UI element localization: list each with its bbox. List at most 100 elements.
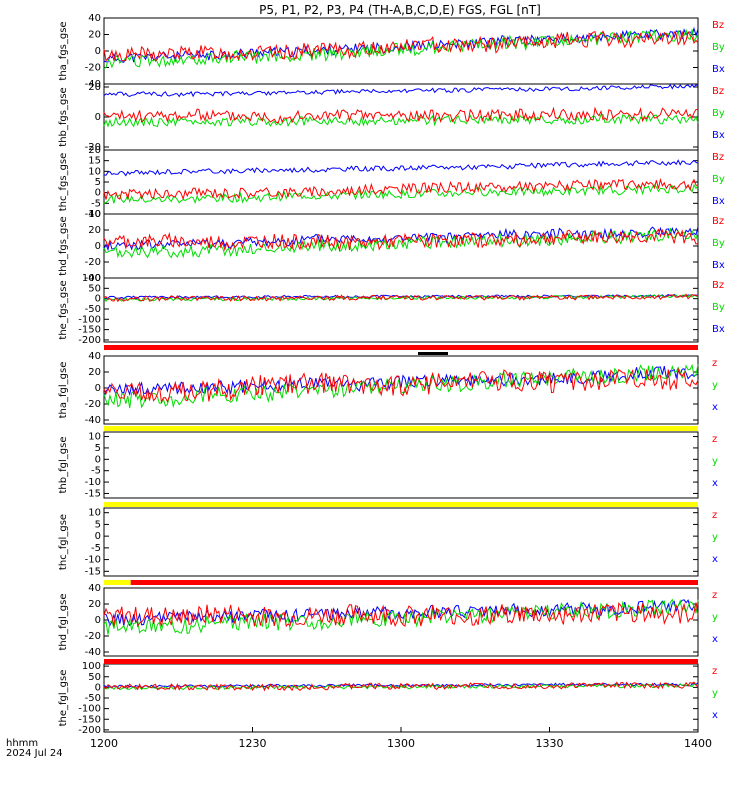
y-axis-label: thd_fgs_gse (58, 216, 69, 275)
legend-bx: Bx (712, 64, 725, 75)
legend-bz: Bz (712, 86, 724, 97)
y-axis-label: thd_fgl_gse (58, 594, 69, 651)
legend-bz: Bz (712, 280, 724, 291)
series-bx-line (103, 83, 699, 98)
panel-tha_fgl_gse: 40 20 0 -20 -40 tha_fgl_gse zyx (58, 351, 718, 426)
legend-y: y (712, 456, 718, 467)
status-bar (104, 345, 698, 350)
panel-thd_fgl_gse: 40 20 0 -20 -40 thd_fgl_gse zyx (58, 583, 718, 658)
series-bz-line (103, 106, 699, 124)
status-bar (104, 426, 698, 431)
y-tick-label: -5 (91, 466, 101, 477)
y-tick-label: 5 (95, 177, 101, 188)
y-tick-label: 40 (88, 13, 101, 24)
y-tick-label: 15 (88, 156, 101, 167)
legend-y: y (712, 532, 718, 543)
y-tick-label: 10 (88, 432, 101, 443)
legend-bz: Bz (712, 216, 724, 227)
y-tick-label: 20 (88, 145, 101, 156)
y-tick-label: 0 (95, 294, 101, 305)
legend-y: y (712, 380, 718, 391)
y-tick-label: -200 (78, 335, 101, 346)
legend-z: z (712, 434, 717, 445)
y-tick-label: 0 (95, 112, 101, 123)
panel-frame (103, 663, 699, 733)
series-z-line (103, 367, 699, 404)
legend-z: z (712, 358, 717, 369)
y-axis-label: thb_fgs_gse (58, 87, 69, 146)
y-tick-label: -20 (85, 63, 101, 74)
panel-frame (103, 277, 699, 343)
series-bx-line (104, 293, 699, 300)
series-by-line (103, 113, 699, 128)
y-tick-label: 50 (88, 672, 101, 683)
status-bar (130, 580, 699, 585)
legend-x: x (712, 478, 718, 489)
panel-frame (103, 587, 699, 657)
legend-z: z (712, 666, 717, 677)
y-tick-label: -40 (85, 273, 101, 284)
x-tick-label: 1230 (239, 737, 267, 750)
series-by-line (103, 28, 699, 69)
status-bar (104, 502, 698, 507)
y-tick-label: -150 (78, 714, 101, 725)
y-tick-label: 0 (95, 383, 101, 394)
status-bar (104, 659, 698, 664)
y-axis-label: tha_fgs_gse (58, 21, 69, 80)
status-bar-marker (418, 352, 448, 355)
series-bz-line (103, 30, 699, 62)
y-tick-label: 100 (82, 273, 101, 284)
y-tick-label: 20 (88, 225, 101, 236)
legend-bx: Bx (712, 324, 725, 335)
y-tick-label: 0 (95, 454, 101, 465)
y-axis-label: the_fgs_gse (58, 280, 69, 339)
y-tick-label: -200 (78, 725, 101, 736)
status-bar (104, 580, 131, 585)
series-z-line (103, 602, 699, 628)
series-bz-line (103, 293, 699, 303)
y-tick-label: -5 (91, 198, 101, 209)
y-tick-label: -50 (85, 693, 101, 704)
panel-frame (103, 213, 699, 279)
legend-y: y (712, 612, 718, 623)
y-tick-label: -20 (85, 631, 101, 642)
y-tick-label: -150 (78, 325, 101, 336)
legend-by: By (712, 42, 725, 53)
y-tick-label: 40 (88, 351, 101, 362)
legend-x: x (712, 634, 718, 645)
time-label-hhmm: hhmm (6, 738, 38, 749)
panel-frame (103, 507, 699, 577)
y-tick-label: 40 (88, 209, 101, 220)
y-tick-label: -15 (85, 566, 101, 577)
legend-bz: Bz (712, 20, 724, 31)
legend-by: By (712, 238, 725, 249)
panel-frame (103, 17, 699, 85)
y-tick-label: -15 (85, 488, 101, 499)
y-tick-label: -20 (85, 399, 101, 410)
legend-y: y (712, 688, 718, 699)
y-tick-label: -20 (85, 142, 101, 153)
y-tick-label: 5 (95, 519, 101, 530)
series-bz-line (103, 228, 699, 252)
series-bz-line (103, 177, 698, 201)
panel-tha_fgs_gse: 40 20 0 -20 -40 tha_fgs_gse Bz By Bx (58, 13, 725, 90)
legend-bz: Bz (712, 152, 724, 163)
y-tick-label: -10 (85, 555, 101, 566)
legend-bx: Bx (712, 196, 725, 207)
panel-thb_fgs_gse: 20 0 -20 thb_fgs_gse Bz By Bx (58, 82, 725, 153)
y-tick-label: 0 (95, 188, 101, 199)
y-tick-label: 0 (95, 682, 101, 693)
y-tick-label: 10 (88, 166, 101, 177)
y-tick-label: 40 (88, 583, 101, 594)
series-by-line (103, 183, 699, 205)
y-tick-label: -100 (78, 704, 101, 715)
y-tick-label: 0 (95, 241, 101, 252)
legend-by: By (712, 108, 725, 119)
y-tick-label: -40 (85, 415, 101, 426)
y-tick-label: -10 (85, 209, 101, 220)
legend-x: x (712, 402, 718, 413)
